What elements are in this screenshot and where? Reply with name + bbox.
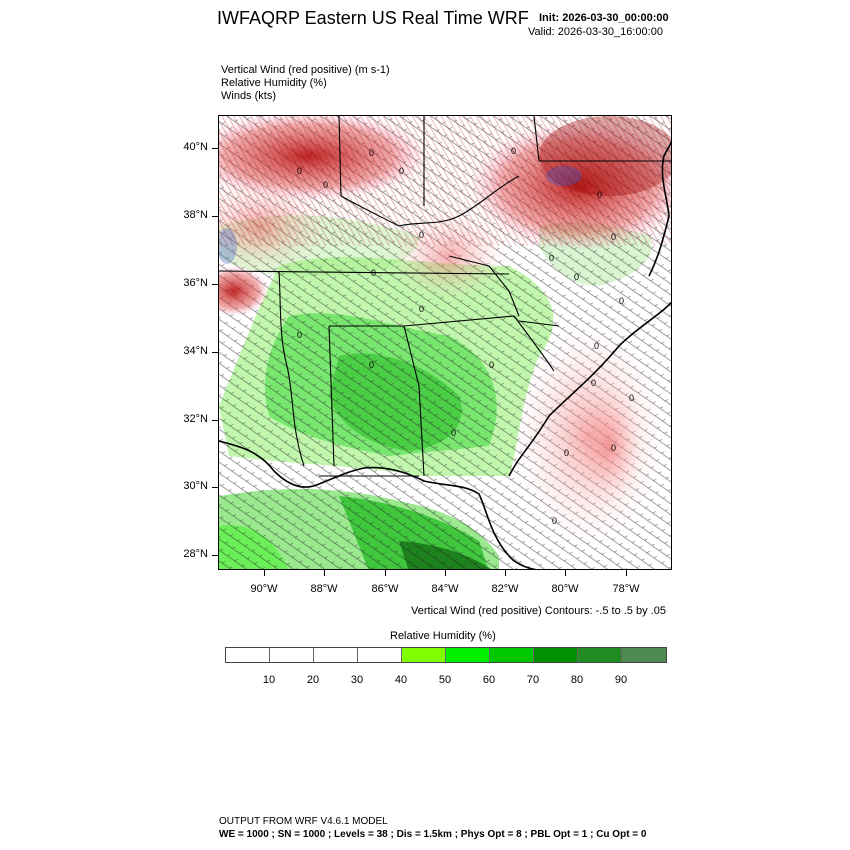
contour-label: 0 [369,360,374,370]
lon-tick [324,570,325,576]
lat-label: 40°N [183,141,208,153]
lat-label: 32°N [183,413,208,425]
lon-tick [264,570,265,576]
contour-label: 0 [297,330,302,340]
lat-label: 36°N [183,277,208,289]
contour-label: 0 [419,230,424,240]
colorbar-box [446,648,490,662]
colorbar-label: 50 [438,674,452,686]
lat-label: 28°N [183,548,208,560]
lat-tick [212,555,218,556]
colorbar-label: 60 [482,674,496,686]
lat-label: 30°N [183,480,208,492]
lon-tick [505,570,506,576]
colorbar-box [578,648,622,662]
lon-label: 84°W [431,583,459,595]
lon-label: 90°W [250,583,278,595]
lon-label: 86°W [371,583,399,595]
lat-tick [212,352,218,353]
colorbar-box [358,648,402,662]
lat-tick [212,284,218,285]
lat-tick [212,148,218,149]
colorbar-label: 30 [350,674,364,686]
lat-label: 38°N [183,209,208,221]
colorbar-box [490,648,534,662]
contour-label: 0 [451,428,456,438]
map-plot-area: 0 0 0 0 0 0 0 0 0 0 0 0 0 0 0 0 0 0 0 0 … [218,115,672,570]
lon-label: 78°W [612,583,640,595]
field-label-relative-humidity: Relative Humidity (%) [221,77,327,89]
lat-label: 34°N [183,345,208,357]
contour-label: 0 [511,146,516,156]
lat-tick [212,216,218,217]
colorbar-label: 40 [394,674,408,686]
contour-label: 0 [594,341,599,351]
field-label-winds: Winds (kts) [221,90,276,102]
vertical-wind-negative [219,166,582,264]
contour-label: 0 [629,393,634,403]
state-borders [219,116,671,477]
lon-label: 82°W [491,583,519,595]
contour-label: 0 [552,516,557,526]
map-canvas: 0 0 0 0 0 0 0 0 0 0 0 0 0 0 0 0 0 0 0 0 … [219,116,671,569]
contour-label: 0 [564,448,569,458]
colorbar-box [226,648,270,662]
lon-tick [626,570,627,576]
legend-title: Relative Humidity (%) [390,630,496,642]
contour-label: 0 [489,360,494,370]
colorbar-label: 20 [306,674,320,686]
contour-label: 0 [574,272,579,282]
contour-label: 0 [611,232,616,242]
colorbar-label: 10 [262,674,276,686]
lon-tick [385,570,386,576]
contour-label: 0 [371,268,376,278]
colorbar-label: 70 [526,674,540,686]
lon-tick [565,570,566,576]
colorbar-box [314,648,358,662]
contour-label: 0 [297,166,302,176]
colorbar-label: 80 [570,674,584,686]
vertical-wind-positive [219,116,671,546]
colorbar-box [270,648,314,662]
contour-label: 0 [399,166,404,176]
contour-label: 0 [619,296,624,306]
init-time: Init: 2026-03-30_00:00:00 [539,12,669,24]
lon-label: 88°W [310,583,338,595]
contour-label: 0 [597,190,602,200]
contour-label: 0 [369,148,374,158]
valid-time: Valid: 2026-03-30_16:00:00 [528,26,663,38]
lat-tick [212,420,218,421]
lon-tick [445,570,446,576]
humidity-colorbar [225,647,667,663]
colorbar-box [622,648,666,662]
contour-label: 0 [549,253,554,263]
model-info: OUTPUT FROM WRF V4.6.1 MODEL [219,816,388,827]
lat-tick [212,487,218,488]
colorbar-box [534,648,578,662]
contour-label: 0 [591,378,596,388]
colorbar-box [402,648,446,662]
coastline [219,140,671,569]
model-settings: WE = 1000 ; SN = 1000 ; Levels = 38 ; Di… [219,829,647,840]
plot-title: IWFAQRP Eastern US Real Time WRF [217,8,529,28]
contour-label: 0 [611,443,616,453]
lon-label: 80°W [551,583,579,595]
contour-label: 0 [323,180,328,190]
contour-label: 0 [419,304,424,314]
colorbar-label: 90 [614,674,628,686]
contour-info: Vertical Wind (red positive) Contours: -… [411,605,666,617]
field-label-vertical-wind: Vertical Wind (red positive) (m s-1) [221,64,390,76]
contour-labels: 0 0 0 0 0 0 0 0 0 0 0 0 0 0 0 0 0 0 0 0 … [297,146,634,526]
